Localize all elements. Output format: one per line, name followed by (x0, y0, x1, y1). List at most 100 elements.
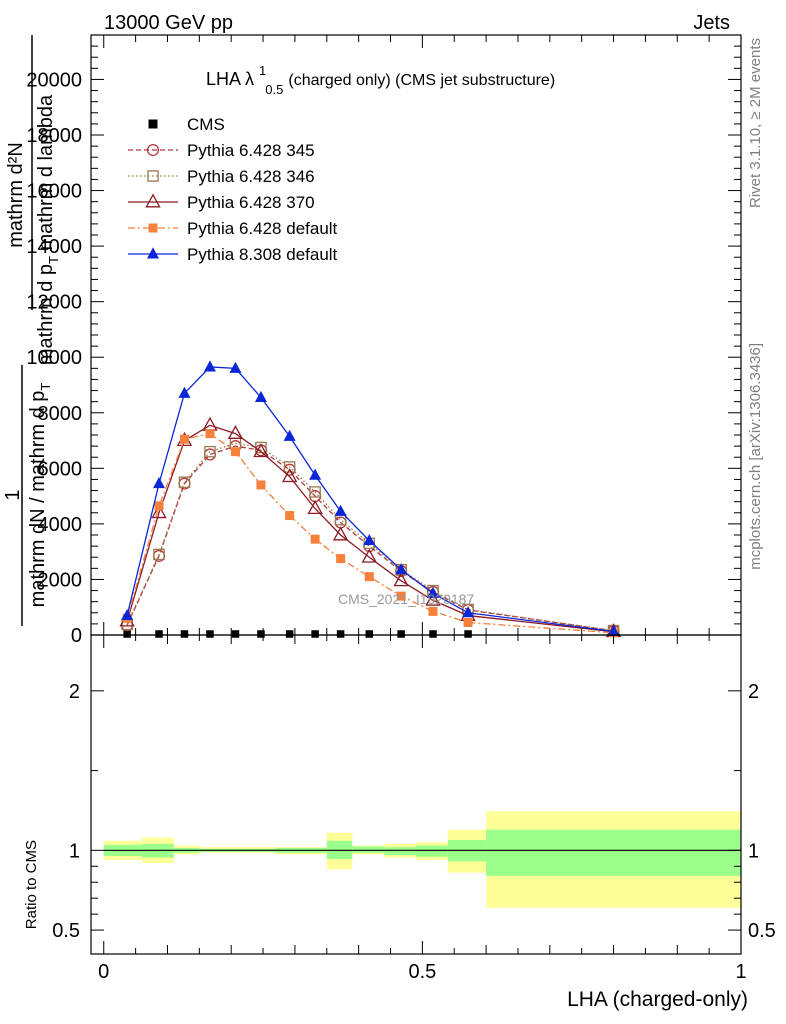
data-point (256, 480, 266, 490)
x-axis-label: LHA (charged-only) (567, 988, 748, 1011)
main-y-label: mathrm d²N mathrm d pT mathrm d lambda 1… (2, 35, 61, 626)
ratio-y-tick-label-right: 1 (748, 840, 759, 862)
y-label-numerator: mathrm d²N (5, 142, 27, 248)
ratio-inner-band (486, 829, 741, 876)
data-point (206, 630, 214, 638)
data-point (227, 425, 244, 440)
main-panel: 0 2000 4000 6000 8000 10000 12000 14000 16000 180… (26, 34, 742, 647)
data-point (309, 486, 321, 498)
main-y-tick-label: 14000 (26, 236, 82, 258)
data-point (429, 630, 437, 638)
data-point (285, 630, 294, 638)
data-point (397, 630, 405, 638)
legend-label: Pythia 6.428 default (187, 219, 338, 238)
ratio-x-tick-label: 0.5 (408, 961, 436, 983)
data-point (285, 511, 295, 521)
ratio-y-tick-label: 2 (69, 681, 80, 703)
data-point (336, 630, 345, 638)
main-y-tick-labels: 0 2000 4000 6000 8000 10000 12000 14000 16000 180… (26, 69, 82, 647)
main-y-tick-label: 8000 (38, 403, 83, 425)
data-point (153, 548, 165, 561)
ratio-inner-band (416, 845, 448, 857)
data-point (464, 630, 472, 638)
data-point (396, 591, 406, 601)
series-5 (121, 360, 620, 636)
legend-marker (147, 247, 159, 259)
data-point (361, 548, 377, 563)
data-point (154, 501, 164, 511)
main-y-tick-label: 18000 (26, 125, 82, 147)
main-series-layer (119, 360, 622, 638)
ratio-plot-frame (90, 634, 742, 955)
data-point (205, 429, 215, 439)
ratio-bands (103, 811, 741, 908)
legend-entry: CMS (148, 115, 225, 134)
ratio-y-tick-label: 1 (69, 840, 80, 862)
y-label-denominator-2: mathrm dN / mathrm d pT (27, 383, 53, 608)
header-right: Jets (693, 12, 730, 34)
data-point (253, 443, 269, 458)
data-point (204, 445, 216, 458)
data-point (334, 504, 347, 516)
data-point (179, 434, 189, 444)
data-point (231, 630, 240, 638)
data-point (229, 361, 242, 373)
data-point (336, 554, 346, 564)
series-line (126, 366, 614, 633)
data-point (393, 572, 409, 587)
plot-title-sub: 0.5 (265, 82, 283, 97)
y-label-denominator: mathrm d pT mathrm d lambda (35, 94, 61, 365)
data-point (180, 630, 189, 638)
data-point (365, 630, 374, 638)
ratio-y-tick-label-right: 2 (748, 681, 759, 703)
legend-label: Pythia 6.428 370 (187, 193, 315, 212)
ratio-y-tick-labels: 0.5 0.5 1 1 2 2 (52, 681, 776, 942)
data-point (230, 447, 240, 457)
plot-title-rest: (charged only) (CMS jet substructure) (288, 72, 555, 89)
main-y-tick-label: 10000 (26, 347, 82, 369)
main-axis-ticks (91, 34, 742, 636)
data-point (332, 526, 349, 541)
main-y-tick-label: 0 (71, 625, 82, 647)
ratio-x-tick-labels: 0 0.5 1 (98, 961, 746, 983)
series-0 (123, 630, 472, 638)
data-point (425, 591, 441, 606)
series-line (126, 445, 614, 632)
data-point (121, 608, 134, 621)
legend-entry: Pythia 6.428 345 (128, 141, 315, 160)
data-point (395, 563, 408, 575)
data-point (283, 461, 296, 473)
ratio-x-tick-label: 1 (735, 961, 746, 983)
data-point (178, 476, 191, 488)
data-point (462, 606, 475, 618)
ratio-y-tick-label-right: 0.5 (748, 920, 776, 942)
data-point (283, 429, 296, 441)
data-point (123, 630, 131, 638)
header-left: 13000 GeV pp (104, 12, 233, 34)
data-point (310, 534, 320, 544)
ratio-y-label: Ratio to CMS (23, 840, 40, 929)
data-point (178, 386, 191, 398)
main-y-tick-label: 12000 (26, 292, 82, 314)
data-point (309, 468, 322, 480)
legend-entry: Pythia 6.428 346 (128, 167, 315, 186)
data-point (607, 624, 620, 636)
legend-marker (147, 170, 159, 182)
data-point (151, 504, 167, 519)
ratio-y-tick-label: 0.5 (52, 920, 80, 942)
data-point (427, 586, 440, 598)
data-point (307, 500, 323, 515)
ratio-x-tick-label: 0 (98, 961, 109, 983)
ratio-inner-band (352, 846, 385, 853)
data-point (363, 533, 376, 546)
mcplots-label: mcplots.cern.ch [arXiv:1306.3436] (747, 343, 764, 570)
legend-label: Pythia 6.428 346 (187, 167, 315, 186)
data-point (428, 606, 438, 616)
data-point (463, 618, 473, 627)
legend-entry: Pythia 8.308 default (128, 245, 338, 264)
ratio-panel: 0.5 0.51 12 2 0 0.5 1 (52, 634, 776, 983)
legend: CMS Pythia 6.428 345 Pythia 6.428 346 Pythi… (128, 115, 338, 264)
data-point (364, 572, 374, 582)
y-label-one: 1 (2, 489, 24, 500)
